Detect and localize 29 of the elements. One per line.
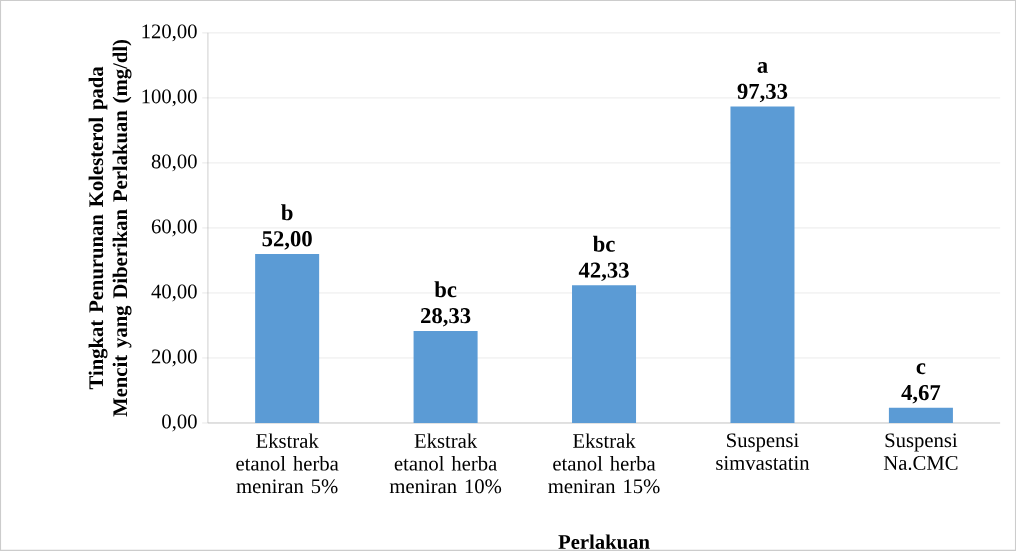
x-axis-title: Perlakuan (558, 534, 650, 549)
x-tick-label: Suspensi Na.CMC (883, 433, 958, 470)
x-tick-label: Ekstrak etanol herba meniran 15% (548, 433, 660, 494)
y-tick-label: 40,00 (151, 284, 197, 302)
x-tick-label: Ekstrak etanol herba meniran 10% (389, 433, 502, 494)
y-tick-label: 0,00 (162, 414, 197, 432)
y-tick-label: 60,00 (151, 219, 197, 237)
data-label: 4,67 (901, 384, 941, 404)
data-label: 42,33 (578, 262, 629, 281)
data-label: 28,33 (421, 307, 471, 327)
y-tick-label: 80,00 (151, 154, 197, 172)
data-label: 52,00 (262, 230, 312, 250)
bar (413, 330, 478, 423)
bar (888, 407, 953, 423)
y-axis-title: Tingkat Penurunan Kolesterol pada Mencit yang Diberikan Perlakuan (mg/dl) (88, 39, 132, 417)
y-tick-label: 20,00 (151, 349, 197, 367)
x-tick-label: Ekstrak etanol herba meniran 5% (236, 433, 339, 494)
y-tick-label: 100,00 (142, 89, 197, 107)
annotation: bc (592, 235, 615, 252)
annotation: bc (434, 281, 457, 298)
bar (730, 106, 795, 423)
data-label: 97,33 (737, 83, 788, 103)
annotation: a (757, 61, 768, 73)
annotation: b (281, 204, 293, 221)
bar (255, 253, 320, 423)
annotation: c (916, 363, 926, 374)
bar (572, 285, 637, 423)
x-tick-label: Suspensi simvastatin (716, 433, 810, 470)
y-tick-label: 120,00 (142, 24, 197, 42)
